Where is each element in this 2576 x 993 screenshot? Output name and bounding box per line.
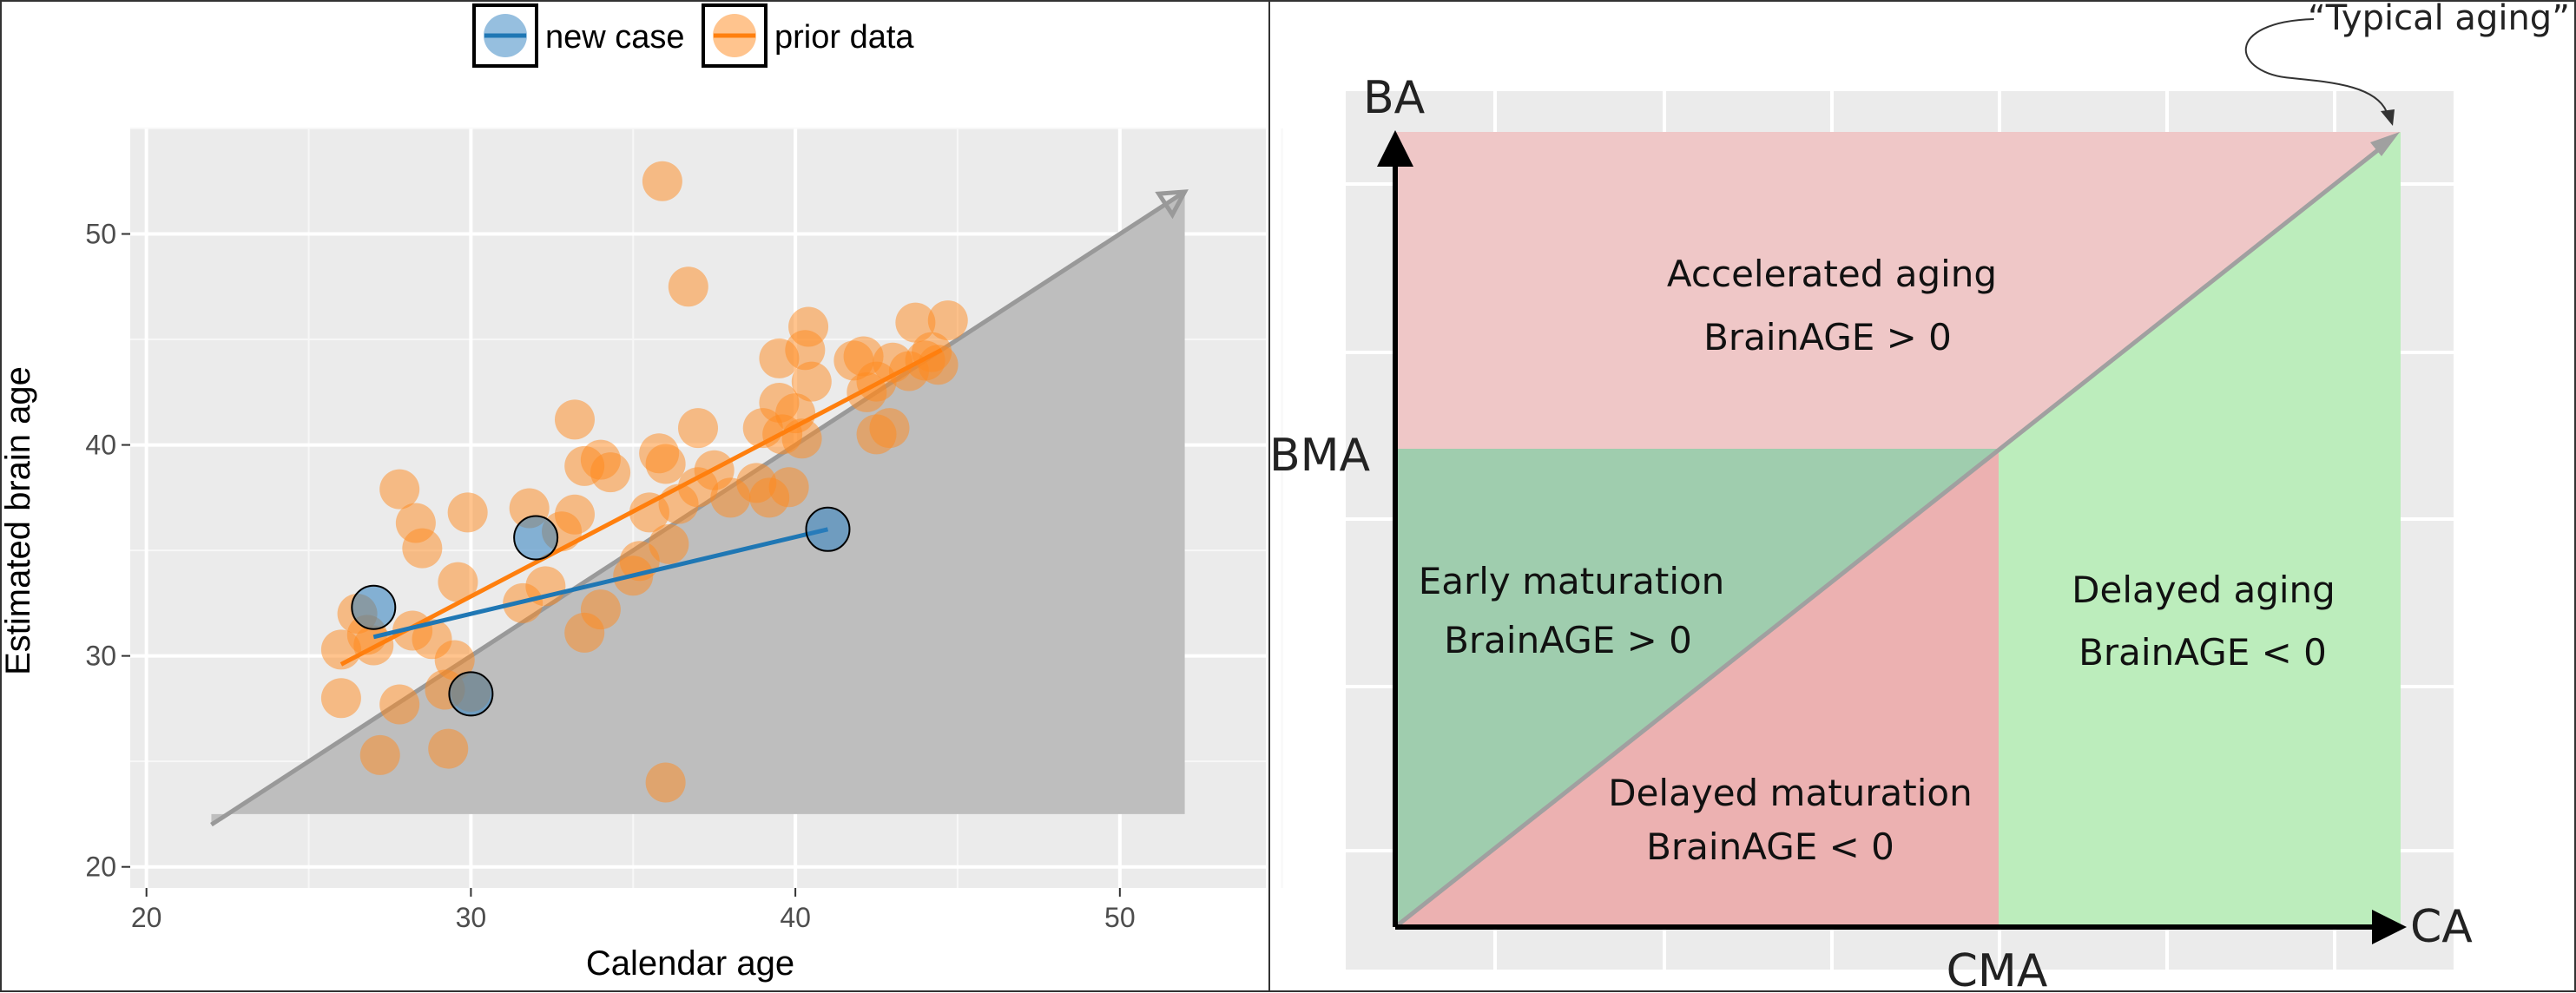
ca-axis-arrowhead xyxy=(2372,910,2407,944)
prior-data-point xyxy=(869,408,910,449)
right-panel-frame xyxy=(1268,0,2576,992)
cma-marker-label: CMA xyxy=(1947,945,2048,993)
legend-new-case-label: new case xyxy=(545,19,685,56)
accelerated-aging-title: Accelerated aging xyxy=(1667,253,1997,295)
typical-aging-callout: “Typical aging” xyxy=(2308,0,2570,38)
typical-aging-line xyxy=(1393,148,2381,929)
prior-data-point xyxy=(554,399,595,440)
left-chart: 20 30 40 50 20 30 40 50 Calendar age Estimated… xyxy=(0,3,1283,983)
x-tick-label: 20 xyxy=(131,902,162,933)
new-case-fit-line xyxy=(372,527,829,640)
accelerated-aging-condition: BrainAGE > 0 xyxy=(1703,316,1952,358)
prior-data-point xyxy=(320,678,361,719)
prior-data-point xyxy=(402,528,443,569)
y-axis-title: Estimated brain age xyxy=(0,366,37,675)
prior-data-fit-line xyxy=(339,347,943,667)
new-case-points xyxy=(351,506,851,717)
typical-aging-arrowhead xyxy=(2370,132,2400,156)
prior-data-point xyxy=(525,566,566,607)
callout-curve xyxy=(2244,18,2388,115)
new-case-point xyxy=(513,515,559,561)
y-axis-ticks: 20 30 40 50 xyxy=(85,219,130,883)
ba-axis-arrowhead xyxy=(1377,130,1413,167)
prior-data-point xyxy=(438,562,478,602)
delayed-aging-title: Delayed aging xyxy=(2072,569,2336,611)
y-tick-label: 20 xyxy=(85,852,116,883)
prior-data-point xyxy=(379,469,420,510)
prior-data-point xyxy=(359,734,400,775)
legend-prior-data-label: prior data xyxy=(774,19,914,56)
prior-data-point xyxy=(554,494,595,535)
y-tick-label: 30 xyxy=(85,641,116,672)
prior-data-point xyxy=(645,444,686,484)
prior-data-point xyxy=(678,408,718,449)
identity-arrow-head xyxy=(1155,189,1189,220)
legend: new case prior data xyxy=(472,3,914,68)
early-maturation-condition: BrainAGE > 0 xyxy=(1444,619,1692,661)
x-axis-ticks: 20 30 40 50 xyxy=(131,888,1136,933)
delayed-maturation-title: Delayed maturation xyxy=(1608,772,1973,814)
ba-axis-label: BA xyxy=(1363,72,1426,124)
prior-data-point xyxy=(927,300,968,341)
prior-data-point xyxy=(645,762,686,803)
y-tick-label: 40 xyxy=(85,430,116,461)
prior-data-point xyxy=(590,452,631,493)
x-axis-title: Calendar age xyxy=(586,944,794,983)
prior-data-point xyxy=(668,266,708,307)
y-tick-label: 50 xyxy=(85,219,116,250)
ca-axis-label: CA xyxy=(2410,901,2473,953)
delayed-aging-condition: BrainAGE < 0 xyxy=(2079,631,2327,674)
new-case-point xyxy=(448,671,494,717)
prior-data-point xyxy=(434,640,475,681)
prior-data-point xyxy=(791,361,832,402)
delayed-maturation-condition: BrainAGE < 0 xyxy=(1646,825,1894,868)
prior-data-point xyxy=(379,684,420,725)
prior-data-point xyxy=(447,492,488,533)
prior-data-point xyxy=(895,302,936,343)
prior-data-points xyxy=(320,161,968,803)
prior-data-point xyxy=(788,306,829,347)
bma-marker-label: BMA xyxy=(1269,430,1371,482)
x-tick-label: 30 xyxy=(456,902,487,933)
prior-data-point xyxy=(642,161,682,201)
callout-arrowhead xyxy=(2381,109,2395,126)
right-diagram: “Typical aging” BA CA BMA CMA Accelerate… xyxy=(1269,0,2570,993)
prior-data-point xyxy=(428,728,469,769)
x-tick-label: 40 xyxy=(780,902,811,933)
new-case-point xyxy=(805,506,851,552)
x-tick-label: 50 xyxy=(1104,902,1136,933)
prior-data-point xyxy=(580,589,621,630)
early-maturation-title: Early maturation xyxy=(1419,560,1725,602)
region-delayed-aging xyxy=(1999,132,2401,927)
prior-data-point xyxy=(649,523,689,564)
prior-data-point xyxy=(768,467,809,508)
new-case-point xyxy=(351,584,397,630)
